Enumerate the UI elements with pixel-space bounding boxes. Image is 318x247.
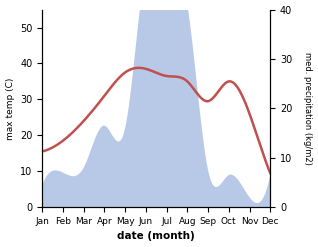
Y-axis label: med. precipitation (kg/m2): med. precipitation (kg/m2) <box>303 52 313 165</box>
Y-axis label: max temp (C): max temp (C) <box>5 77 15 140</box>
X-axis label: date (month): date (month) <box>117 231 195 242</box>
